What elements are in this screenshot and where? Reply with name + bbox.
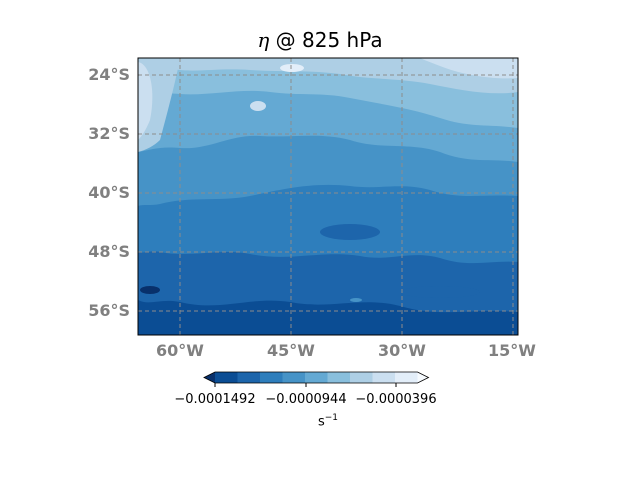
lat-label-40s: 40°S [88, 183, 130, 202]
colorbar-tick-label: −0.0000396 [355, 392, 437, 407]
contour-patch [280, 64, 304, 72]
colorbar-swatch [372, 372, 396, 383]
map-title: η @ 825 hPa [0, 28, 640, 52]
colorbar-swatch [237, 372, 261, 383]
lat-label-24s: 24°S [88, 65, 130, 84]
lon-label-30w: 30°W [378, 341, 426, 360]
contour-coastal-highlight [138, 62, 153, 140]
colorbar-extend-min [204, 372, 215, 383]
contour-band-7 [138, 58, 518, 94]
lat-label-48s: 48°S [88, 242, 130, 261]
colorbar-unit: s−1 [318, 413, 338, 429]
lon-label-60w: 60°W [156, 341, 204, 360]
colorbar-tick-label: −0.0000944 [265, 392, 347, 407]
colorbar-unit-exponent: −1 [324, 413, 339, 423]
lon-label-45w: 45°W [267, 341, 315, 360]
contour-patch [320, 224, 380, 240]
lat-label-32s: 32°S [88, 124, 130, 143]
map-frame [137, 57, 519, 336]
colorbar-swatch [305, 372, 328, 383]
colorbar-swatch [327, 372, 351, 383]
contour-patch [140, 286, 160, 294]
lon-label-15w: 15°W [488, 341, 536, 360]
colorbar-swatch [260, 372, 283, 383]
lat-label-56s: 56°S [88, 301, 130, 320]
title-text: @ 825 hPa [269, 28, 383, 52]
colorbar-extend-max [417, 372, 429, 383]
title-symbol: η [257, 28, 270, 52]
colorbar-swatch [395, 372, 418, 383]
contour-patch [250, 101, 266, 111]
colorbar-unit-base: s [317, 414, 325, 430]
contour-patch [350, 298, 362, 302]
colorbar-swatch [215, 372, 238, 383]
colorbar [203, 371, 430, 387]
contour-patch [400, 286, 480, 298]
contour-band-8 [420, 58, 518, 79]
colorbar-swatch [282, 372, 306, 383]
contour-field [138, 58, 518, 335]
colorbar-tick-label: −0.0001492 [174, 392, 256, 407]
map-gridlines [138, 58, 518, 335]
colorbar-swatch [350, 372, 373, 383]
